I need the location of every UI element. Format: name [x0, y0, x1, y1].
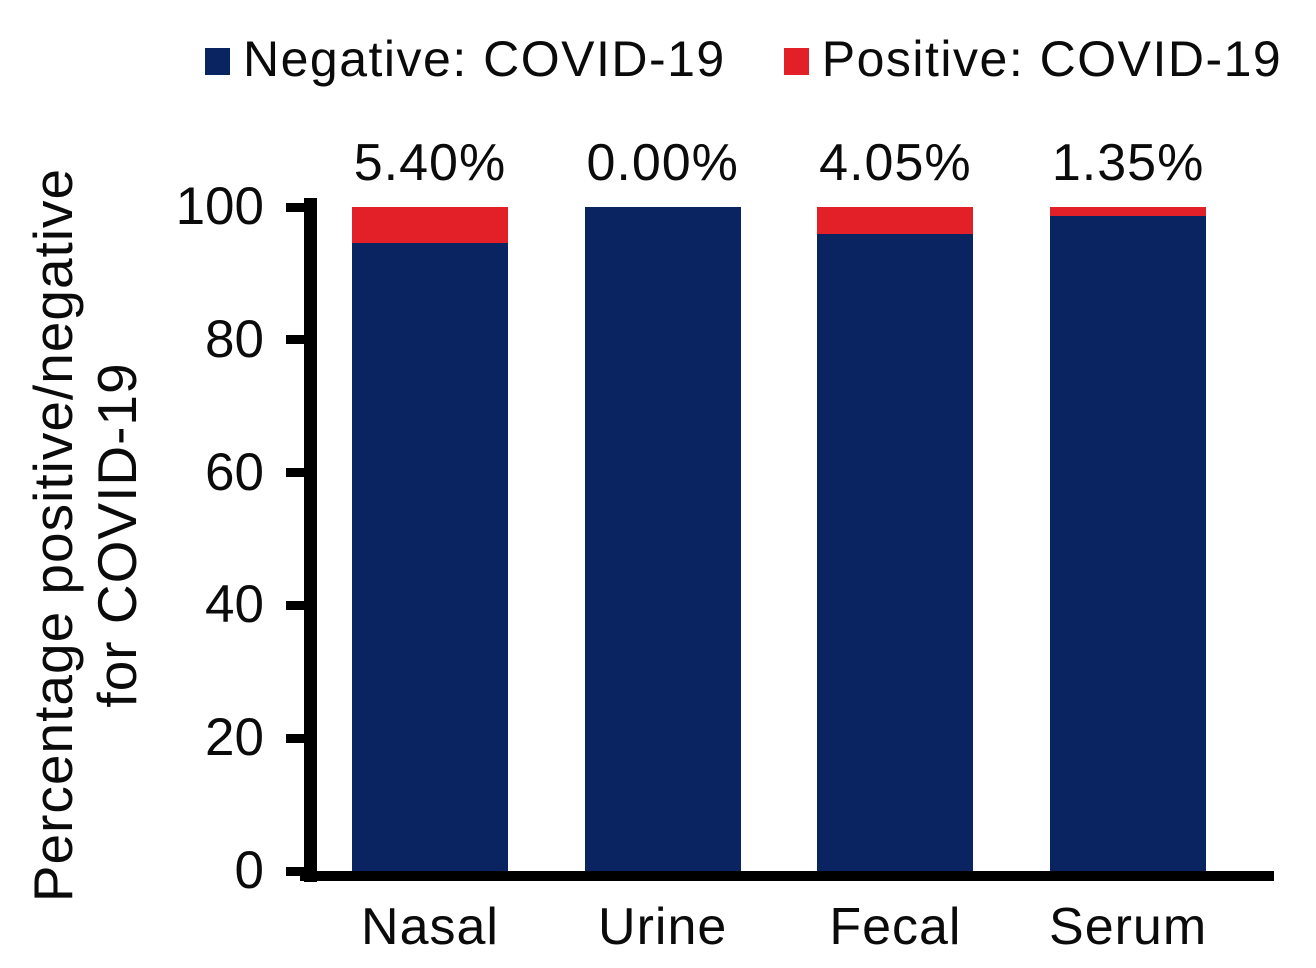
x-axis-label-urine: Urine: [598, 898, 728, 956]
y-tick-mark: [286, 733, 305, 743]
legend-label-negative: Negative: COVID-19: [243, 31, 726, 87]
x-axis-line: [300, 871, 1274, 881]
y-axis-title-line2: for COVID-19: [86, 362, 148, 708]
negative-swatch-icon: [205, 47, 230, 75]
y-tick-label: 40: [205, 575, 264, 635]
y-tick-mark: [286, 202, 305, 212]
bar-segment-negative-urine: [584, 207, 741, 871]
y-tick-label: 20: [205, 708, 264, 768]
legend-item-positive: Positive: COVID-19: [783, 30, 1283, 88]
y-tick-label: 80: [205, 309, 264, 369]
legend: Negative: COVID-19 Positive: COVID-19: [205, 30, 1282, 88]
bar-value-label-nasal: 5.40%: [353, 134, 507, 192]
legend-label-positive: Positive: COVID-19: [821, 31, 1283, 87]
bar-value-label-serum: 1.35%: [1051, 134, 1205, 192]
y-tick-label: 60: [205, 442, 264, 502]
bar-segment-positive-serum: [1050, 207, 1207, 216]
bar-segment-negative-serum: [1050, 215, 1207, 871]
y-tick-mark: [286, 866, 305, 876]
bar-segment-negative-fecal: [817, 233, 974, 871]
x-axis-label-fecal: Fecal: [829, 898, 962, 956]
bar-segment-negative-nasal: [352, 242, 508, 871]
x-axis-label-serum: Serum: [1049, 898, 1208, 956]
y-tick-mark: [286, 335, 305, 345]
bar-value-label-urine: 0.00%: [586, 134, 739, 192]
y-axis-title: Percentage positive/negative for COVID-1…: [21, 168, 149, 902]
bar-segment-positive-nasal: [352, 207, 508, 243]
y-axis-title-line1: Percentage positive/negative: [22, 167, 84, 903]
y-tick-mark: [286, 468, 305, 478]
x-axis-label-nasal: Nasal: [361, 898, 499, 956]
y-axis-line: [304, 198, 317, 882]
y-tick-mark: [286, 600, 305, 610]
plot-area: 0 20 40 60 80 100 5.40% Nasal 0.00% Urine 4.05% Fec…: [176, 135, 1274, 956]
y-tick-label: 100: [175, 177, 264, 236]
positive-swatch-icon: [783, 47, 809, 75]
bar-value-label-fecal: 4.05%: [819, 134, 972, 192]
legend-item-negative: Negative: COVID-19: [205, 30, 726, 88]
y-tick-label: 0: [234, 841, 264, 900]
bar-segment-positive-fecal: [817, 207, 974, 234]
